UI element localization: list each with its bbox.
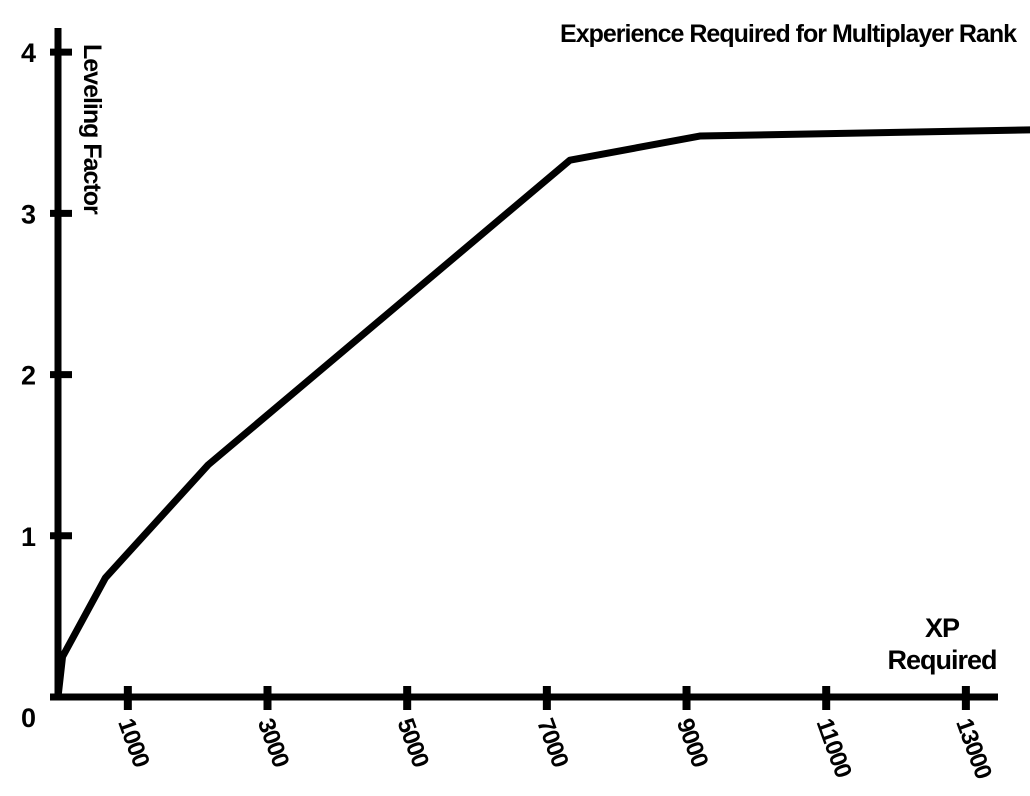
chart-title: Experience Required for Multiplayer Rank: [560, 20, 1017, 48]
x-tick-label: 11000: [811, 715, 857, 782]
x-tick-label: 7000: [531, 715, 573, 771]
x-tick-label: 13000: [950, 715, 997, 783]
y-tick-label: 4: [21, 38, 36, 68]
y-tick-label: 2: [21, 361, 36, 391]
y-tick-label: 0: [21, 703, 36, 733]
x-axis-label: XP Required: [887, 613, 997, 675]
x-tick-label: 1000: [112, 715, 154, 771]
y-axis-label: Leveling Factor: [78, 44, 106, 215]
y-tick-label: 3: [21, 199, 36, 229]
data-line: [54, 126, 1030, 698]
x-tick-label: 5000: [392, 715, 434, 771]
x-tick-label: 9000: [671, 715, 713, 771]
x-tick-label: 3000: [252, 715, 294, 771]
y-tick-label: 1: [21, 522, 36, 552]
